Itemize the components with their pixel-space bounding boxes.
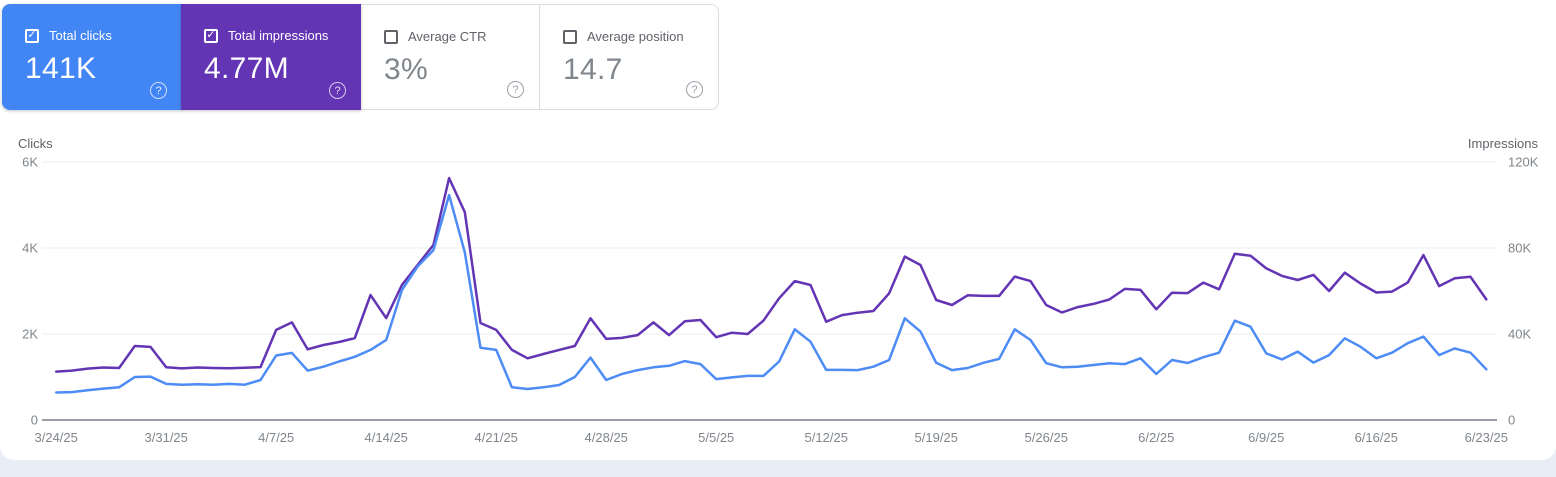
left-axis-tick: 2K	[22, 327, 38, 342]
left-axis-tick: 4K	[22, 241, 38, 256]
metric-label: Average CTR	[408, 29, 487, 44]
metric-value: 3%	[384, 53, 428, 86]
x-axis-tick: 6/9/25	[1248, 430, 1284, 445]
help-icon[interactable]: ?	[507, 81, 524, 98]
checkmark-icon: ✓	[27, 29, 37, 41]
x-axis-tick: 5/12/25	[805, 430, 848, 445]
metric-card-average-position[interactable]: ✓ Average position 14.7 ?	[539, 4, 719, 110]
x-axis-tick: 5/26/25	[1025, 430, 1068, 445]
performance-panel: ✓ Total clicks 141K ? ✓ Total impression…	[0, 0, 1556, 460]
help-icon[interactable]: ?	[150, 82, 167, 99]
x-axis-tick: 6/16/25	[1355, 430, 1398, 445]
help-icon[interactable]: ?	[686, 81, 703, 98]
left-axis-tick: 6K	[22, 155, 38, 170]
metric-value: 14.7	[563, 53, 623, 86]
left-axis-tick: 0	[31, 413, 38, 428]
metric-toggle: ✓ Average CTR	[384, 29, 487, 44]
x-axis-tick: 4/21/25	[475, 430, 518, 445]
x-axis-tick: 3/24/25	[35, 430, 78, 445]
right-axis-title: Impressions	[1468, 136, 1539, 151]
metric-toggle: ✓ Average position	[563, 29, 684, 44]
metric-toggle: ✓ Total clicks	[25, 28, 112, 43]
right-axis-tick: 120K	[1508, 155, 1539, 170]
x-axis-tick: 4/7/25	[258, 430, 294, 445]
checkbox-checked-icon[interactable]: ✓	[204, 28, 218, 43]
x-axis-tick: 6/2/25	[1138, 430, 1174, 445]
metric-card-average-ctr[interactable]: ✓ Average CTR 3% ?	[360, 4, 540, 110]
checkbox-unchecked-icon[interactable]: ✓	[384, 29, 398, 44]
x-axis-tick: 4/14/25	[365, 430, 408, 445]
x-axis-tick: 3/31/25	[145, 430, 188, 445]
metric-cards-row: ✓ Total clicks 141K ? ✓ Total impression…	[2, 4, 719, 110]
metric-card-total-clicks[interactable]: ✓ Total clicks 141K ?	[2, 4, 182, 110]
metric-card-total-impressions[interactable]: ✓ Total impressions 4.77M ?	[181, 4, 361, 110]
x-axis-tick: 5/19/25	[915, 430, 958, 445]
x-axis-tick: 6/23/25	[1465, 430, 1508, 445]
metric-value: 141K	[25, 52, 97, 85]
left-axis-title: Clicks	[18, 136, 53, 151]
checkbox-checked-icon[interactable]: ✓	[25, 28, 39, 43]
metric-value: 4.77M	[204, 52, 289, 85]
right-axis-tick: 0	[1508, 413, 1515, 428]
right-axis-tick: 80K	[1508, 241, 1531, 256]
clicks-line[interactable]	[54, 193, 1488, 394]
checkbox-unchecked-icon[interactable]: ✓	[563, 29, 577, 44]
help-icon[interactable]: ?	[329, 82, 346, 99]
x-axis-tick: 4/28/25	[585, 430, 628, 445]
metric-label: Total impressions	[228, 28, 329, 43]
right-axis-tick: 40K	[1508, 327, 1531, 342]
metric-toggle: ✓ Total impressions	[204, 28, 328, 43]
x-axis-tick: 5/5/25	[698, 430, 734, 445]
checkmark-icon: ✓	[206, 29, 216, 41]
metric-label: Average position	[587, 29, 684, 44]
impressions-line[interactable]	[54, 176, 1488, 373]
metric-label: Total clicks	[49, 28, 112, 43]
